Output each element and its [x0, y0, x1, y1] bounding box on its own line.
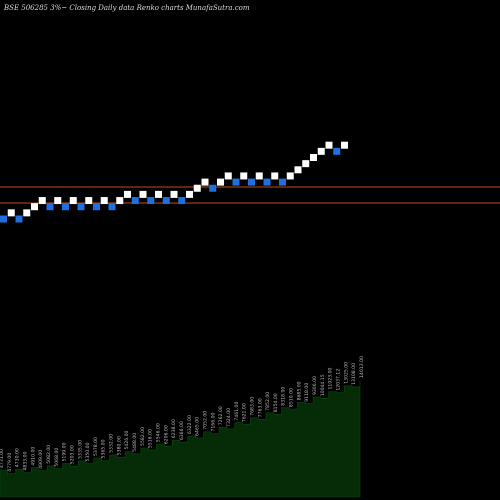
renko-brick — [46, 203, 54, 211]
renko-brick — [124, 190, 131, 198]
renko-brick — [224, 172, 232, 180]
renko-brick — [201, 178, 209, 186]
renko-brick — [7, 209, 15, 217]
renko-brick — [325, 141, 333, 149]
volume-label: 11023.00 — [328, 367, 334, 389]
volume-label: 8154.00 — [273, 393, 279, 412]
volume-label: 13025.00 — [343, 362, 349, 384]
renko-brick — [186, 190, 193, 198]
volume-label: 4779.00 — [7, 453, 13, 472]
renko-brick — [15, 215, 23, 223]
volume-label: 4730.00 — [15, 448, 21, 467]
renko-brick — [317, 147, 325, 155]
volume-label: 9118.00 — [304, 383, 310, 402]
renko-brick — [23, 209, 31, 217]
volume-label: 5516.00 — [148, 429, 154, 448]
volume-label: 5378.00 — [93, 437, 99, 456]
renko-brick — [162, 197, 170, 205]
renko-brick — [333, 147, 341, 155]
volume-label: 7324.00 — [226, 408, 232, 427]
renko-brick — [240, 172, 248, 180]
volume-label: 7262.00 — [218, 406, 224, 425]
renko-brick — [209, 184, 217, 192]
reference-lines — [0, 186, 500, 204]
renko-brick — [0, 215, 7, 223]
volume-label: 8510.00 — [289, 388, 295, 407]
volume-label: 5335.00 — [77, 440, 83, 459]
renko-brick — [217, 178, 224, 186]
renko-brick — [286, 172, 294, 180]
volume-label: 7052.00 — [202, 411, 208, 430]
volume-label: 4910.00 — [30, 447, 36, 466]
renko-brick — [38, 197, 46, 205]
volume-label: 4909.00 — [38, 450, 44, 469]
volume-fill — [0, 380, 361, 498]
renko-brick — [155, 190, 162, 198]
volume-label: 6366.00 — [179, 421, 185, 440]
volume-label: 7763.00 — [257, 398, 263, 417]
renko-brick — [116, 197, 124, 205]
volume-label: 5068.00 — [54, 448, 60, 467]
renko-brick — [139, 190, 147, 198]
renko-brick — [255, 172, 263, 180]
renko-brick — [62, 203, 69, 211]
volume-label: 5546.00 — [156, 423, 162, 442]
renko-brick — [193, 184, 201, 192]
renko-brick — [147, 197, 155, 205]
renko-brick — [341, 141, 348, 149]
volume-area: 4731.00 4779.00 4730.00 4833.00 4910.00 4909.… — [0, 356, 365, 498]
volume-label: 5365.00 — [101, 439, 107, 458]
volume-label: 7852.00 — [265, 392, 271, 411]
renko-brick — [178, 197, 186, 205]
volume-label: 6206.00 — [163, 425, 169, 444]
volume-label: 13108.00 — [351, 363, 357, 385]
renko-brick — [310, 154, 317, 161]
volume-label: 7683.00 — [249, 397, 255, 416]
renko-brick — [170, 190, 178, 198]
volume-label: 5488.00 — [132, 433, 138, 452]
chart-title: BSE 506285 3%~ Closing Daily data Renko … — [3, 4, 250, 12]
volume-label: 6465.00 — [195, 417, 201, 436]
volume-label: 5199.00 — [62, 442, 68, 461]
volume-label: 5082.00 — [46, 445, 52, 464]
volume-label: 4833.00 — [22, 451, 28, 470]
volume-label: 5203.00 — [69, 445, 75, 464]
volume-label: 6238.00 — [171, 419, 177, 438]
volume-label: 8318.00 — [281, 387, 287, 406]
renko-brick — [131, 197, 139, 205]
volume-label: 6322.00 — [187, 415, 193, 434]
renko-brick — [263, 178, 271, 186]
volume-label: 8685.00 — [296, 381, 302, 400]
volume-label: 9306.00 — [312, 376, 318, 395]
renko-brick — [69, 197, 77, 205]
volume-label: 5426.00 — [124, 430, 130, 449]
renko-bricks — [0, 141, 348, 223]
renko-brick — [232, 178, 240, 186]
renko-brick — [31, 203, 38, 211]
volume-label: 5380.00 — [116, 436, 122, 455]
volume-label: 7461.00 — [234, 402, 240, 421]
volume-label: 7621.00 — [242, 403, 248, 422]
volume-label: 10044.15 — [320, 374, 326, 396]
renko-brick — [93, 203, 100, 211]
renko-brick — [271, 172, 279, 180]
volume-label: 7166.00 — [210, 412, 216, 431]
volume-label: 4731.00 — [0, 449, 5, 468]
volume-label: 12037.12 — [336, 369, 342, 391]
renko-brick — [302, 160, 310, 168]
volume-label: 5332.00 — [109, 434, 115, 453]
volume-label: 5582.00 — [140, 427, 146, 446]
volume-label: 5350.00 — [85, 442, 91, 461]
renko-brick — [248, 178, 255, 186]
renko-brick — [54, 197, 62, 205]
renko-brick — [294, 166, 302, 174]
renko-brick — [77, 203, 85, 211]
volume-label: 14013.00 — [359, 356, 365, 378]
renko-brick — [85, 197, 93, 205]
renko-brick — [108, 203, 116, 211]
renko-brick — [279, 178, 286, 186]
renko-brick — [100, 197, 108, 205]
